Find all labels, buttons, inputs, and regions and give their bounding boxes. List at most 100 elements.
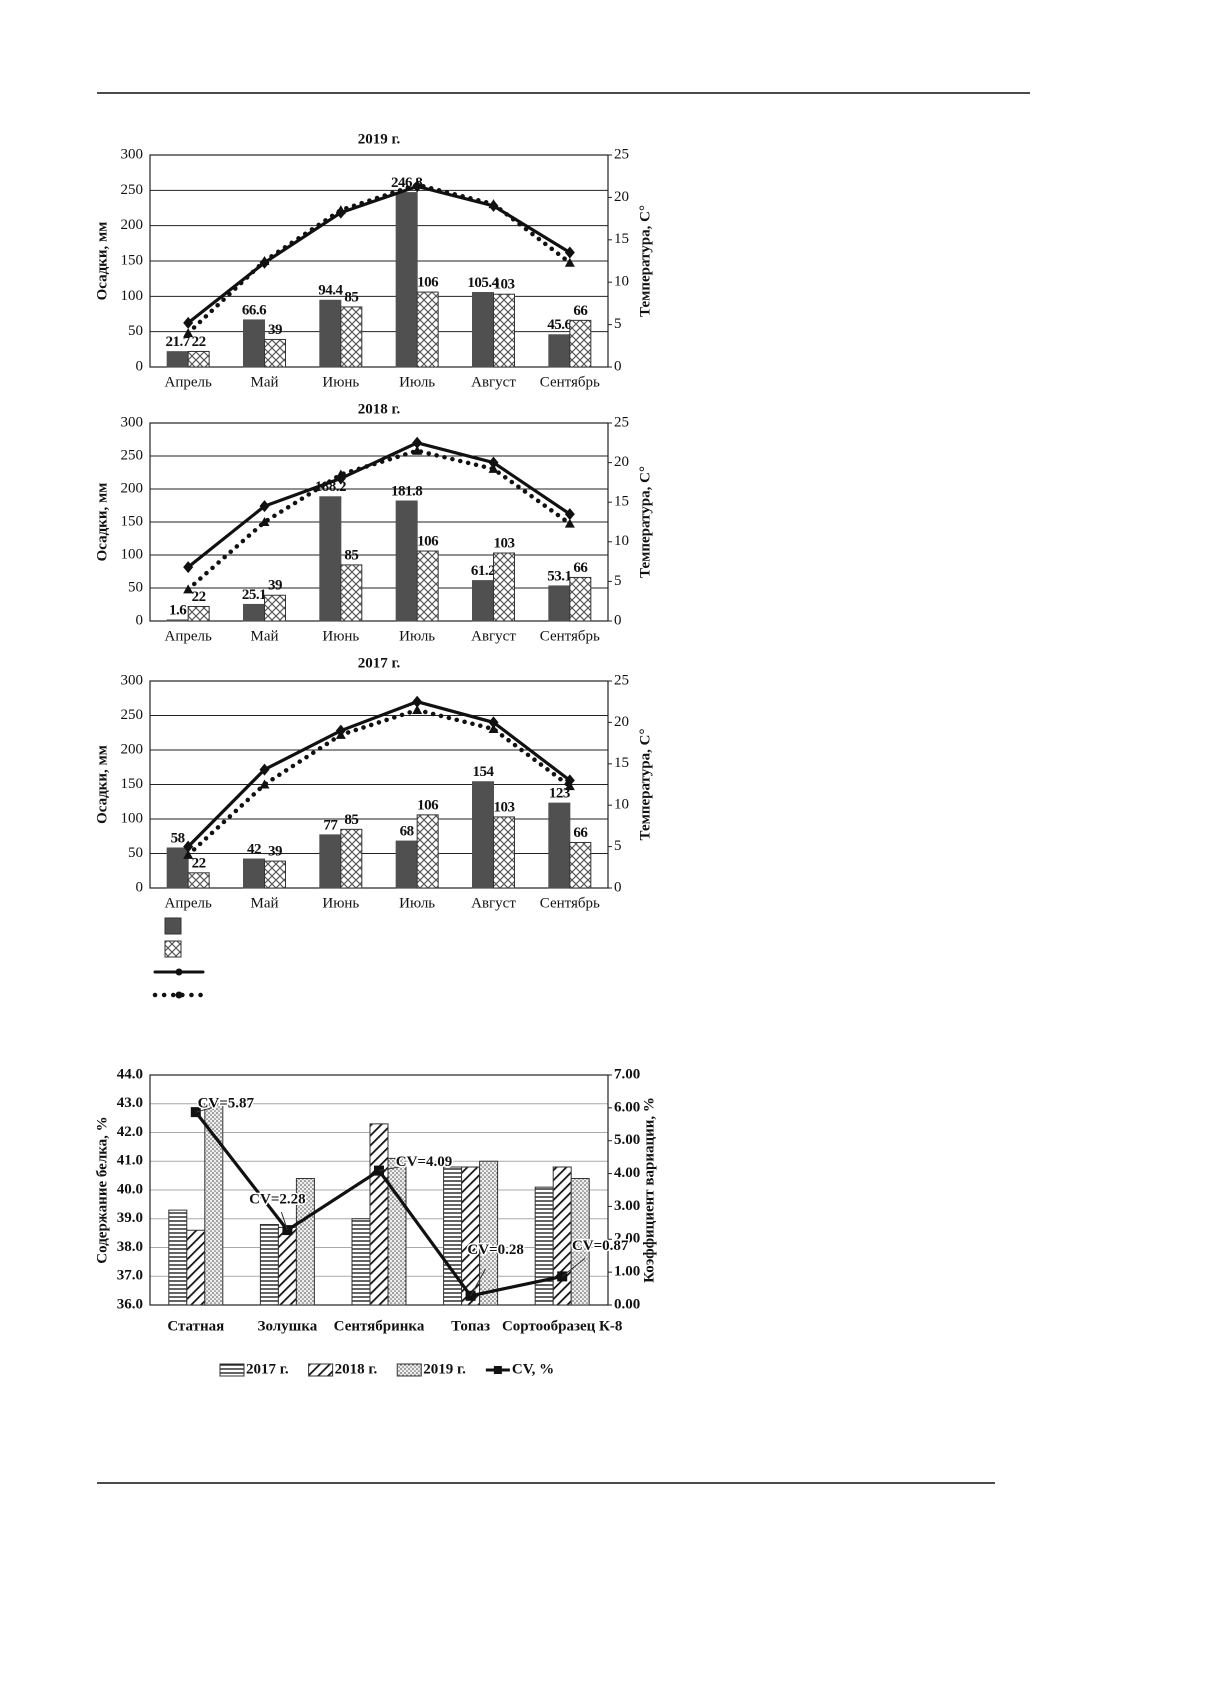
bar (369, 1123, 389, 1306)
line (186, 441, 572, 569)
y-axis-label: Содержание белка, % (94, 1116, 110, 1263)
y-tick-label: 44.0 (117, 1066, 143, 1082)
marker (412, 704, 423, 714)
y-tick-label: 0 (136, 879, 144, 895)
y-tick-label: 300 (121, 146, 144, 162)
y2-tick-label: 0 (614, 612, 622, 628)
chart-title: 2019 г. (358, 131, 401, 147)
y-axis-label: Осадки, мм (94, 483, 110, 562)
bar-value-label: 106 (417, 797, 439, 813)
y-tick-label: 39.0 (117, 1210, 143, 1226)
bar (166, 847, 189, 889)
y-tick-label: 200 (121, 741, 144, 757)
bar (166, 351, 189, 368)
bar (259, 1224, 279, 1306)
bar-value-label: 22 (192, 334, 206, 350)
bar-value-label: 103 (494, 799, 515, 815)
y2-tick-label: 6.00 (614, 1099, 640, 1115)
bar (569, 841, 592, 889)
bar (548, 585, 571, 622)
bar (472, 781, 494, 889)
bar (187, 872, 210, 889)
bar-value-label: 25.1 (242, 587, 266, 603)
bar-value-label: 105.4 (467, 275, 499, 291)
bar-value-label: 181.8 (391, 483, 422, 499)
y2-tick-label: 15 (614, 231, 629, 247)
legend-swatch (308, 1363, 334, 1377)
bar-value-label: 53.1 (547, 568, 571, 584)
y-tick-label: 43.0 (117, 1095, 143, 1111)
x-tick-label: Апрель (164, 628, 212, 644)
bar-value-label: 94.4 (318, 283, 343, 299)
bar-value-label: 22 (192, 589, 206, 605)
bar-value-label: 68 (400, 824, 414, 840)
x-tick-label: Август (471, 628, 516, 644)
bar-value-label: 66 (573, 825, 588, 841)
y2-tick-label: 0 (614, 358, 622, 374)
y2-tick-label: 15 (614, 494, 629, 510)
bar (387, 1157, 407, 1306)
y2-tick-label: 2.00 (614, 1231, 640, 1247)
marker (488, 456, 499, 469)
y-tick-label: 200 (121, 217, 144, 233)
y2-tick-label: 5 (614, 316, 622, 332)
x-tick-label: Май (250, 895, 278, 911)
marker (335, 729, 346, 739)
y-tick-label: 200 (121, 480, 144, 496)
bar (493, 552, 515, 622)
x-tick-label: Сортообразец К-8 (502, 1318, 622, 1334)
bar (416, 814, 439, 889)
y-tick-label: 250 (121, 707, 144, 723)
y-tick-label: 250 (121, 182, 144, 198)
y2-tick-label: 5 (614, 573, 622, 589)
x-tick-label: Июнь (322, 374, 359, 390)
x-tick-label: Июль (399, 628, 435, 644)
y2-tick-label: 10 (614, 797, 629, 813)
bar-value-label: 45.6 (547, 317, 572, 333)
y-tick-label: 100 (121, 546, 144, 562)
bar (472, 292, 494, 368)
marker (335, 469, 346, 479)
bar (277, 1226, 297, 1306)
y-tick-label: 100 (121, 810, 144, 826)
x-tick-label: Июнь (322, 895, 359, 911)
bar (319, 496, 342, 622)
y-axis-label: Осадки, мм (94, 222, 110, 301)
bar (186, 1229, 206, 1306)
y2-axis-label: Коэффициент вариации, % (641, 1097, 657, 1283)
x-tick-label: Топаз (451, 1318, 490, 1334)
marker (412, 695, 423, 708)
y-tick-label: 36.0 (117, 1296, 143, 1312)
bar (493, 816, 515, 889)
bar (569, 576, 592, 622)
bar (416, 291, 439, 368)
bar-value-label: 39 (268, 844, 282, 860)
x-tick-label: Июль (399, 374, 435, 390)
chart-title: 2017 г. (358, 655, 401, 671)
bar (479, 1160, 499, 1306)
bar-value-label: 103 (494, 277, 515, 293)
marker (412, 436, 423, 449)
plot-frame (149, 154, 609, 368)
y-tick-label: 250 (121, 447, 144, 463)
x-tick-label: Сентябрь (540, 895, 600, 911)
plot-frame (149, 422, 609, 622)
marker (183, 561, 194, 574)
x-tick-label: Август (471, 895, 516, 911)
bar-value-label: 123 (549, 786, 570, 802)
bar-value-label: 42 (247, 841, 261, 857)
bar (340, 828, 363, 889)
bar-value-label: 61.2 (471, 563, 495, 579)
bar-value-label: 1.6 (169, 602, 187, 618)
bar (243, 603, 265, 622)
bar (204, 1103, 224, 1306)
bar-value-label: 106 (417, 533, 439, 549)
bar (570, 1178, 590, 1306)
bar (395, 192, 418, 368)
bar (168, 1209, 188, 1306)
cv-label: CV=0.28 (467, 1242, 523, 1258)
x-tick-label: Статная (167, 1318, 224, 1334)
y-tick-label: 38.0 (117, 1239, 143, 1255)
marker (183, 849, 194, 859)
x-tick-label: Апрель (164, 374, 212, 390)
